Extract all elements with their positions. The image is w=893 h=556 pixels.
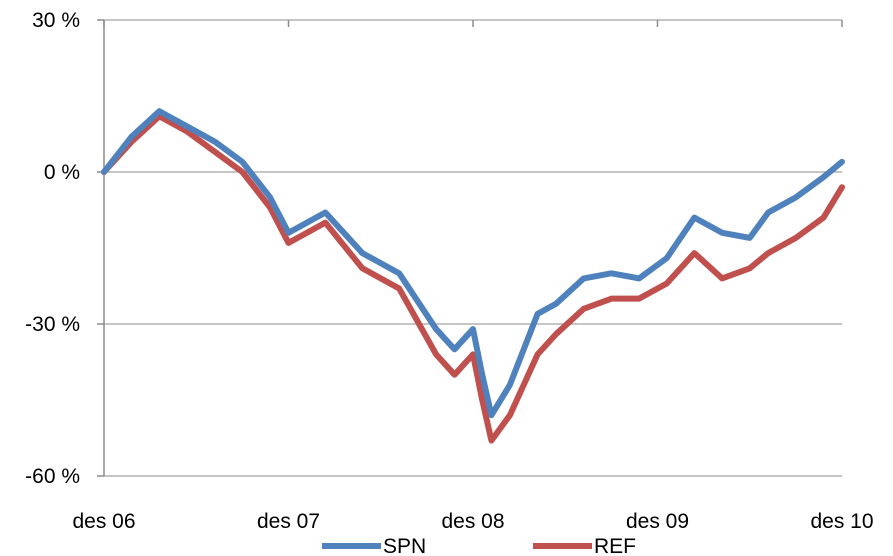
series-point-spn — [323, 211, 327, 215]
series-point-spn — [185, 124, 189, 128]
legend-label-ref: REF — [594, 535, 636, 556]
series-point-spn — [453, 347, 457, 351]
series-point-spn — [471, 327, 475, 331]
label-layer: 30 % 0 % -30 % -60 % des 06 des 07 des 08 des 0… — [25, 9, 873, 533]
series-point-spn — [794, 195, 798, 199]
series-point-spn — [766, 211, 770, 215]
axis-layer — [97, 19, 843, 477]
series-point-spn — [692, 216, 696, 220]
x-tick-label: des 06 — [72, 510, 135, 533]
series-point-spn — [268, 195, 272, 199]
series-point-spn — [434, 327, 438, 331]
series-point-ref — [453, 373, 457, 377]
series-point-ref — [822, 216, 826, 220]
series-point-ref — [692, 251, 696, 255]
series-point-spn — [489, 413, 493, 417]
series-point-ref — [794, 236, 798, 240]
x-tick-label: des 08 — [441, 510, 504, 533]
series-point-ref — [536, 352, 540, 356]
series-point-ref — [213, 150, 217, 154]
series-point-ref — [360, 266, 364, 270]
series-point-spn — [840, 160, 844, 164]
series-point-spn — [748, 236, 752, 240]
grid-layer — [104, 19, 842, 477]
y-tick-label: -30 % — [25, 313, 80, 336]
series-point-spn — [213, 140, 217, 144]
series-point-ref — [397, 287, 401, 291]
legend-label-spn: SPN — [383, 535, 426, 556]
series-point-spn — [397, 271, 401, 275]
series-point-ref — [582, 307, 586, 311]
legend-layer: SPN REF — [322, 535, 636, 556]
series-point-spn — [240, 160, 244, 164]
series-point-spn — [582, 276, 586, 280]
series-point-spn — [102, 170, 106, 174]
series-point-ref — [840, 185, 844, 189]
series-point-spn — [480, 373, 484, 377]
series-point-ref — [287, 241, 290, 245]
series-point-ref — [766, 251, 770, 255]
series-point-ref — [240, 170, 244, 174]
y-tick-label: -60 % — [25, 465, 80, 488]
series-point-ref — [508, 413, 512, 417]
series-line-spn — [101, 108, 845, 419]
series-point-spn — [130, 135, 134, 139]
x-tick-label: des 10 — [810, 510, 873, 533]
x-tick-label: des 07 — [257, 510, 320, 533]
series-point-ref — [609, 297, 613, 301]
series-point-ref — [489, 439, 493, 443]
y-tick-label: 0 % — [44, 161, 80, 184]
series-point-spn — [665, 256, 669, 260]
series-point-spn — [822, 175, 826, 179]
series-point-ref — [665, 281, 669, 285]
series-point-ref — [185, 129, 189, 133]
series-point-ref — [268, 205, 272, 209]
series-point-spn — [554, 302, 558, 306]
series-line-ref — [101, 113, 845, 444]
y-tick-label: 30 % — [32, 9, 80, 32]
series-point-spn — [536, 312, 540, 316]
series-layer — [101, 108, 845, 444]
series-point-ref — [480, 398, 484, 402]
series-point-spn — [287, 231, 290, 235]
series-point-spn — [157, 109, 161, 113]
series-point-ref — [471, 352, 475, 356]
series-point-ref — [323, 221, 327, 225]
series-point-ref — [720, 276, 724, 280]
series-point-ref — [748, 266, 752, 270]
series-point-spn — [720, 231, 724, 235]
x-tick-label: des 09 — [626, 510, 689, 533]
series-point-ref — [434, 352, 438, 356]
series-point-spn — [609, 271, 613, 275]
series-point-ref — [554, 332, 558, 336]
series-point-spn — [508, 383, 512, 387]
series-point-spn — [360, 251, 364, 255]
series-point-ref — [637, 297, 641, 301]
series-point-spn — [637, 276, 641, 280]
